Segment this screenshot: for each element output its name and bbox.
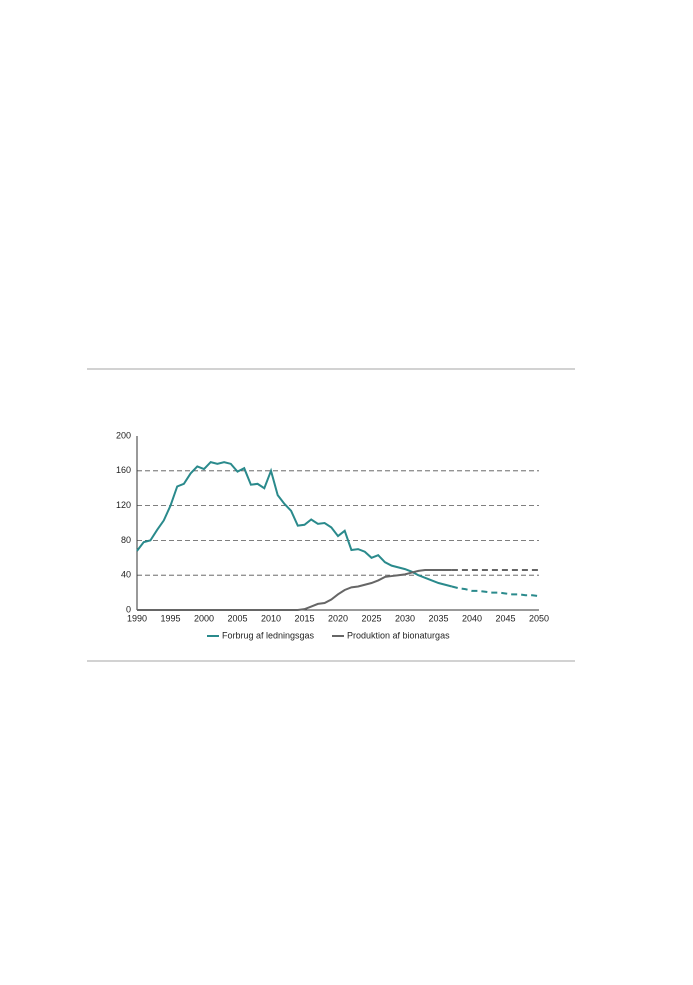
x-tick-label: 2020 (328, 613, 348, 623)
x-tick-label: 2000 (194, 613, 214, 623)
x-tick-label: 2030 (395, 613, 415, 623)
y-tick-label: 80 (121, 535, 131, 545)
x-tick-label: 2045 (495, 613, 515, 623)
series-line (451, 585, 540, 598)
y-tick-label: 120 (116, 500, 131, 510)
x-tick-label: 2035 (428, 613, 448, 623)
series-line (136, 460, 453, 588)
legend-label: Produktion af bionaturgas (347, 630, 450, 640)
y-tick-label: 160 (116, 465, 131, 475)
x-tick-label: 1990 (127, 613, 147, 623)
series-line (137, 568, 452, 611)
x-tick-label: 2005 (227, 613, 247, 623)
x-tick-label: 2040 (462, 613, 482, 623)
x-tick-label: 1995 (160, 613, 180, 623)
legend-label: Forbrug af ledningsgas (222, 630, 315, 640)
y-tick-label: 40 (121, 570, 131, 580)
x-tick-label: 2025 (361, 613, 381, 623)
x-tick-label: 2015 (294, 613, 314, 623)
x-tick-label: 2050 (529, 613, 549, 623)
x-tick-label: 2010 (261, 613, 281, 623)
y-tick-label: 0 (126, 604, 131, 614)
y-tick-label: 200 (116, 430, 131, 440)
